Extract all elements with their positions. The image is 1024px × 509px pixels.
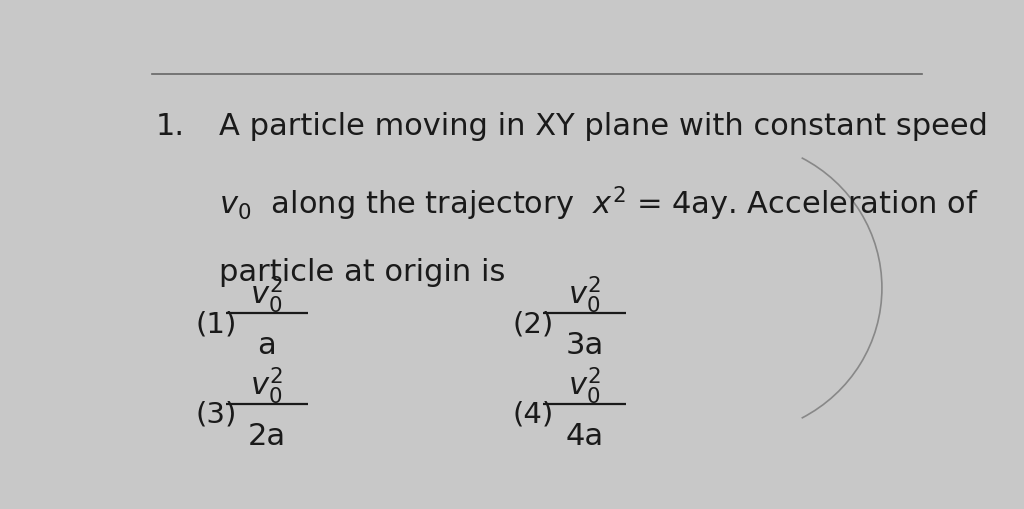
Text: $v_0$  along the trajectory  $x^2$ = 4ay. Acceleration of: $v_0$ along the trajectory $x^2$ = 4ay. … bbox=[219, 185, 979, 223]
Text: 1.: 1. bbox=[156, 112, 184, 141]
Text: particle at origin is: particle at origin is bbox=[219, 257, 506, 286]
Text: (1): (1) bbox=[196, 309, 237, 337]
Text: $v_0^2$: $v_0^2$ bbox=[251, 274, 284, 315]
Text: 2a: 2a bbox=[248, 421, 286, 450]
Text: 4a: 4a bbox=[565, 421, 603, 450]
Text: A particle moving in XY plane with constant speed: A particle moving in XY plane with const… bbox=[219, 112, 988, 141]
Text: (4): (4) bbox=[513, 400, 554, 428]
Text: (3): (3) bbox=[196, 400, 237, 428]
Text: (2): (2) bbox=[513, 309, 554, 337]
Text: $v_0^2$: $v_0^2$ bbox=[251, 364, 284, 405]
Text: 3a: 3a bbox=[565, 331, 603, 360]
Text: a: a bbox=[257, 331, 276, 360]
Text: $v_0^2$: $v_0^2$ bbox=[568, 274, 601, 315]
Text: $v_0^2$: $v_0^2$ bbox=[568, 364, 601, 405]
